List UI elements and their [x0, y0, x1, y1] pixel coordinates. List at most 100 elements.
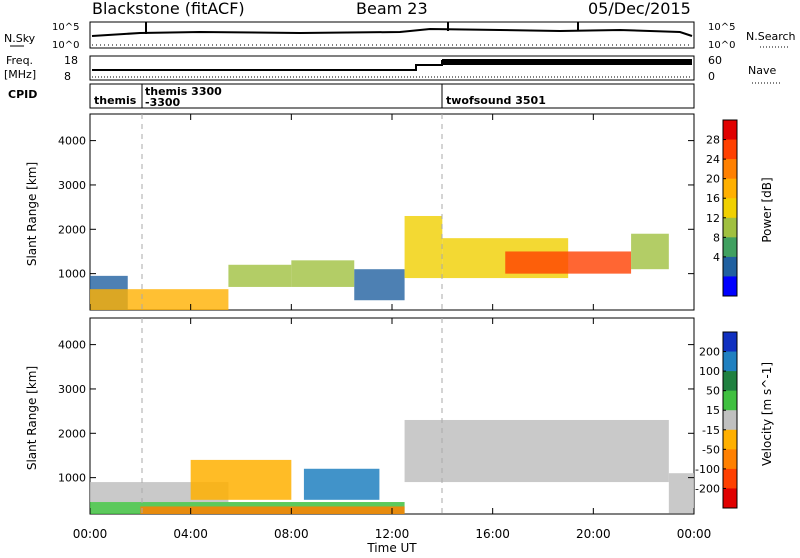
colorbar-tick-label: 200	[699, 346, 720, 359]
colorbar-tick-label: 20	[706, 173, 720, 186]
beam-title: Beam 23	[356, 0, 428, 18]
colorbar-tick-label: 4	[713, 251, 720, 264]
colorbar-frame	[722, 331, 738, 509]
velocity-region	[303, 468, 380, 500]
velocity-ylabel: Slant Range [km]	[25, 366, 39, 470]
colorbar-tick-label: 100	[699, 365, 720, 378]
colorbar-swatch	[723, 390, 737, 411]
colorbar-tick-label: 50	[706, 385, 720, 398]
power-region	[354, 269, 405, 301]
power-region	[291, 260, 355, 287]
colorbar-tick-label: -15	[702, 424, 720, 437]
x-tick-label: 08:00	[274, 527, 309, 541]
x-tick-label: 00:00	[73, 527, 108, 541]
colorbar-swatch	[723, 429, 737, 450]
colorbar-swatch	[723, 410, 737, 431]
x-tick-label: 00:00	[677, 527, 712, 541]
x-tick-label: 20:00	[576, 527, 611, 541]
power-colorbar-label: Power [dB]	[760, 177, 774, 242]
power-data-layer	[90, 215, 669, 310]
colorbar-frame	[722, 119, 738, 297]
colorbar-swatch	[723, 371, 737, 392]
velocity-y-axis: 1000 2000 3000 4000	[58, 339, 694, 485]
nsky-panel: N.Sky 10^5 10^0 10^5 10^0 N.Search	[4, 21, 796, 51]
colorbar-swatch	[723, 217, 737, 238]
velocity-region	[140, 506, 405, 514]
nave-label: Nave	[748, 64, 776, 77]
power-region	[505, 251, 632, 274]
freq-tick-high: 18	[64, 54, 78, 67]
velocity-colorbar-label: Velocity [m s^-1]	[760, 362, 774, 466]
colorbar-swatch	[723, 468, 737, 489]
velocity-region	[668, 473, 694, 514]
x-axis-label: Time UT	[366, 541, 417, 554]
colorbar-swatch	[723, 332, 737, 353]
colorbar-swatch	[723, 198, 737, 219]
cpid-panel: CPID themis themis 3300 -3300 twofsound …	[8, 83, 695, 109]
nsearch-label: N.Search	[746, 30, 796, 43]
colorbar-swatch	[723, 449, 737, 470]
cpid-segment-1: themis	[94, 94, 137, 107]
velocity-colorbar: 200 100 50 15 -15 -50 -100 -200	[695, 331, 738, 509]
power-region	[90, 289, 229, 310]
power-region	[228, 264, 292, 287]
colorbar-tick-label: -100	[695, 463, 720, 476]
nave-tick-high: 60	[708, 54, 722, 67]
colorbar-tick-label: 16	[706, 192, 720, 205]
power-region	[631, 233, 669, 270]
nsearch-tick-low: 10^0	[708, 40, 735, 51]
freq-unit: [MHz]	[4, 68, 36, 81]
colorbar-swatch	[723, 120, 737, 141]
power-ylabel: Slant Range [km]	[25, 162, 39, 266]
colorbar-tick-label: 24	[706, 153, 720, 166]
y-tick-label: 3000	[58, 179, 86, 192]
y-tick-label: 4000	[58, 135, 86, 148]
y-tick-label: 1000	[58, 268, 86, 281]
y-tick-label: 2000	[58, 223, 86, 236]
x-tick-label: 12:00	[375, 527, 410, 541]
x-tick-label: 16:00	[475, 527, 510, 541]
nsky-label: N.Sky	[4, 32, 36, 45]
freq-label: Freq.	[6, 54, 33, 67]
nsky-line	[91, 27, 693, 37]
colorbar-tick-label: 12	[706, 212, 720, 225]
colorbar-swatch	[723, 159, 737, 180]
y-tick-label: 4000	[58, 339, 86, 352]
colorbar-tick-label: 28	[706, 134, 720, 147]
nave-tick-low: 0	[708, 70, 715, 83]
colorbar-tick-label: -200	[695, 482, 720, 495]
colorbar-swatch	[723, 139, 737, 160]
cpid-segment-2-line2: -3300	[145, 96, 181, 109]
nsky-tick-high: 10^5	[52, 22, 79, 33]
colorbar-swatch	[723, 178, 737, 199]
nsearch-tick-high: 10^5	[708, 22, 735, 33]
power-panel: Slant Range [km] 1000 2000 3000 4000 28 24 20…	[25, 113, 774, 311]
colorbar-swatch	[723, 276, 737, 297]
colorbar-tick-label: 15	[706, 404, 720, 417]
cpid-segment-2: themis 3300	[145, 85, 222, 98]
power-y-axis: 1000 2000 3000 4000	[58, 135, 694, 281]
y-tick-label: 3000	[58, 383, 86, 396]
cpid-segment-3: twofsound 3501	[446, 94, 546, 107]
x-tick-label: 04:00	[173, 527, 208, 541]
colorbar-swatch	[723, 237, 737, 258]
nsky-tick-low: 10^0	[52, 40, 79, 51]
date-title: 05/Dec/2015	[588, 0, 691, 18]
colorbar-tick-label: 8	[713, 231, 720, 244]
velocity-region	[190, 459, 292, 500]
freq-panel: Freq. [MHz] 18 8 60 0 Nave	[4, 54, 780, 84]
power-region	[404, 215, 443, 279]
cpid-label: CPID	[8, 88, 37, 101]
colorbar-swatch	[723, 351, 737, 372]
velocity-panel: Slant Range [km] 1000 2000 3000 4000 200 100…	[25, 317, 774, 515]
colorbar-tick-label: -50	[702, 443, 720, 456]
y-tick-label: 2000	[58, 427, 86, 440]
station-title: Blackstone (fitACF)	[92, 0, 245, 18]
velocity-data-layer	[90, 419, 694, 514]
freq-tick-low: 8	[64, 70, 71, 83]
power-colorbar: 28 24 20 16 12 8 4	[706, 119, 738, 297]
time-x-axis: 00:00 04:00 08:00 12:00 16:00 20:00 00:00	[73, 114, 712, 541]
velocity-region	[404, 419, 669, 483]
colorbar-swatch	[723, 256, 737, 277]
